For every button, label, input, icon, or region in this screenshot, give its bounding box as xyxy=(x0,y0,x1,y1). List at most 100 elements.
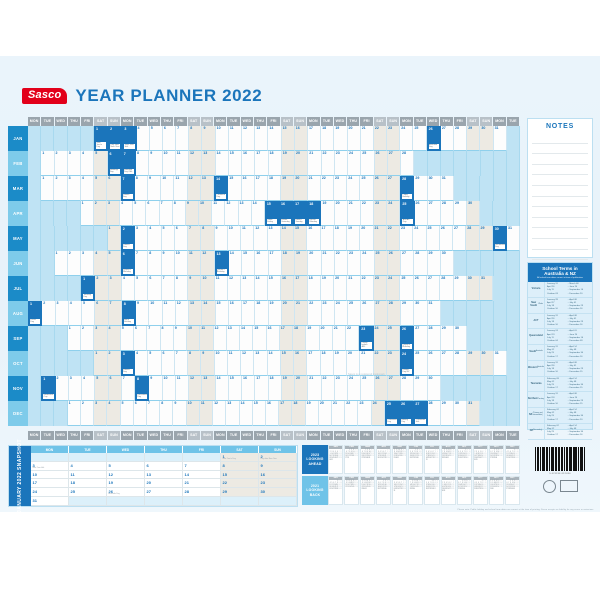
day-cell[interactable]: 16 xyxy=(265,401,280,426)
day-cell[interactable]: 17 xyxy=(268,251,282,276)
day-cell[interactable]: 23 xyxy=(374,201,388,226)
day-cell[interactable]: 27 xyxy=(453,226,467,251)
day-cell[interactable]: 22 xyxy=(360,276,374,301)
day-cell[interactable]: 25 xyxy=(426,226,440,251)
day-cell[interactable]: 4 xyxy=(107,401,121,426)
day-cell[interactable]: 9 xyxy=(147,176,162,201)
day-cell[interactable]: 3 Labour Day xyxy=(120,351,135,376)
snapshot-day-cell[interactable]: 28 xyxy=(183,488,221,498)
day-cell[interactable]: 5 xyxy=(107,251,121,276)
day-cell[interactable]: 30 xyxy=(414,301,428,326)
day-cell[interactable]: 1 xyxy=(94,351,108,376)
snapshot-day-cell[interactable]: 10 xyxy=(31,470,69,480)
day-cell[interactable]: 8 xyxy=(160,326,174,351)
day-cell[interactable]: 4 xyxy=(94,251,108,276)
snapshot-day-cell[interactable]: 17 xyxy=(31,479,69,489)
day-cell[interactable]: 7 xyxy=(135,251,149,276)
day-cell[interactable]: 25 xyxy=(360,176,374,201)
day-cell[interactable]: 7 xyxy=(121,376,135,401)
day-cell[interactable]: 1 New Year's Day xyxy=(93,126,109,151)
day-cell[interactable]: 24 Labour Day NZ xyxy=(400,351,415,376)
day-cell[interactable]: 19 xyxy=(281,176,295,201)
day-cell[interactable]: 2 Labour Day xyxy=(120,226,135,251)
day-cell[interactable]: 18 xyxy=(293,326,307,351)
day-cell[interactable]: 16 Easter Saturday xyxy=(278,201,294,226)
notes-line[interactable] xyxy=(532,228,588,239)
day-cell[interactable]: 9 xyxy=(173,401,187,426)
snapshot-day-cell[interactable]: 19 xyxy=(107,479,145,489)
day-cell[interactable]: 2 xyxy=(93,201,107,226)
day-cell[interactable]: 13 xyxy=(241,276,255,301)
day-cell[interactable]: 11 xyxy=(162,301,176,326)
day-cell[interactable]: 22 xyxy=(308,301,322,326)
day-cell[interactable]: 3 xyxy=(108,276,122,301)
notes-line[interactable] xyxy=(532,186,588,197)
day-cell[interactable]: 15 xyxy=(242,251,256,276)
day-cell[interactable]: 30Reconciliation Day xyxy=(492,226,507,251)
day-cell[interactable]: 23 xyxy=(321,301,335,326)
snapshot-day-cell[interactable]: 14 xyxy=(183,470,221,480)
day-cell[interactable]: 29 xyxy=(414,376,428,401)
day-cell[interactable]: 9 xyxy=(201,351,215,376)
day-cell[interactable]: 30 xyxy=(427,176,441,201)
day-cell[interactable]: 26 xyxy=(361,301,375,326)
day-cell[interactable]: 14 xyxy=(240,326,254,351)
day-cell[interactable]: 19 xyxy=(333,351,347,376)
day-cell[interactable]: 10 xyxy=(215,126,229,151)
day-cell[interactable]: 25 Christmas Day xyxy=(384,401,400,426)
day-cell[interactable]: 23 xyxy=(386,351,400,376)
day-cell[interactable]: 19 xyxy=(347,226,361,251)
day-cell[interactable]: 22 xyxy=(321,151,335,176)
day-cell[interactable]: 27 xyxy=(440,126,454,151)
snapshot-grid[interactable]: 1 New Year's Day 2 Day after New Year 3 New Y… xyxy=(31,453,297,506)
day-cell[interactable]: 21 xyxy=(347,276,361,301)
day-cell[interactable]: 4 xyxy=(68,301,82,326)
day-cell[interactable]: 22 xyxy=(334,251,348,276)
day-cell[interactable]: 1 xyxy=(67,401,81,426)
day-cell[interactable]: 17 xyxy=(307,126,322,151)
day-cell[interactable]: 23 xyxy=(373,276,388,301)
day-cell[interactable]: 7 xyxy=(146,401,161,426)
day-cell[interactable]: 5 xyxy=(95,376,109,401)
day-cell[interactable]: 29 xyxy=(453,276,467,301)
day-cell[interactable]: 12 xyxy=(189,376,203,401)
day-cell[interactable]: 6 xyxy=(161,351,175,376)
day-cell[interactable]: 28 xyxy=(454,126,468,151)
snapshot-day-cell[interactable]: 6 xyxy=(145,461,183,471)
day-cell[interactable]: 30 xyxy=(466,276,481,301)
day-cell[interactable]: 18 xyxy=(281,251,295,276)
day-cell[interactable]: 14 xyxy=(239,401,253,426)
day-cell[interactable]: 4 xyxy=(81,151,95,176)
day-cell[interactable]: 26 xyxy=(387,251,401,276)
day-cell[interactable]: 21 xyxy=(321,251,335,276)
day-cell[interactable]: 22 xyxy=(345,401,359,426)
day-cell[interactable]: 4 xyxy=(121,276,136,301)
day-cell[interactable]: 24 xyxy=(334,301,348,326)
day-cell[interactable]: 3 xyxy=(67,176,81,201)
day-cell[interactable]: 8 xyxy=(201,226,215,251)
day-cell[interactable]: 5 xyxy=(120,401,134,426)
day-cell[interactable]: 26 xyxy=(439,226,453,251)
day-cell[interactable]: 6 xyxy=(148,276,162,301)
day-cell[interactable]: 18 xyxy=(320,351,334,376)
day-cell[interactable]: 18 xyxy=(267,176,282,201)
day-cell[interactable]: 24 xyxy=(413,226,427,251)
day-cell[interactable]: 8 xyxy=(174,276,189,301)
day-cell[interactable]: 11 xyxy=(200,326,214,351)
day-cell[interactable]: 30 xyxy=(454,326,468,351)
day-cell[interactable]: 21 xyxy=(347,201,361,226)
day-cell[interactable]: 13 xyxy=(202,376,216,401)
day-cell[interactable]: 31 xyxy=(467,401,481,426)
snapshot-day-cell[interactable]: 22 xyxy=(221,479,259,489)
day-cell[interactable]: 12 xyxy=(225,201,239,226)
snapshot-day-cell[interactable]: 30 xyxy=(259,488,297,498)
day-cell[interactable]: 7 xyxy=(176,126,190,151)
day-cell[interactable]: 20 xyxy=(334,276,348,301)
day-cell[interactable]: 19 xyxy=(281,376,295,401)
day-cell[interactable]: 21 xyxy=(360,126,374,151)
day-cell[interactable]: 21 xyxy=(373,226,387,251)
day-cell[interactable]: 31 xyxy=(493,351,507,376)
day-cell[interactable]: 13 xyxy=(200,176,215,201)
notes-panel[interactable]: NOTES xyxy=(527,118,593,261)
day-cell[interactable]: 12 xyxy=(254,226,268,251)
